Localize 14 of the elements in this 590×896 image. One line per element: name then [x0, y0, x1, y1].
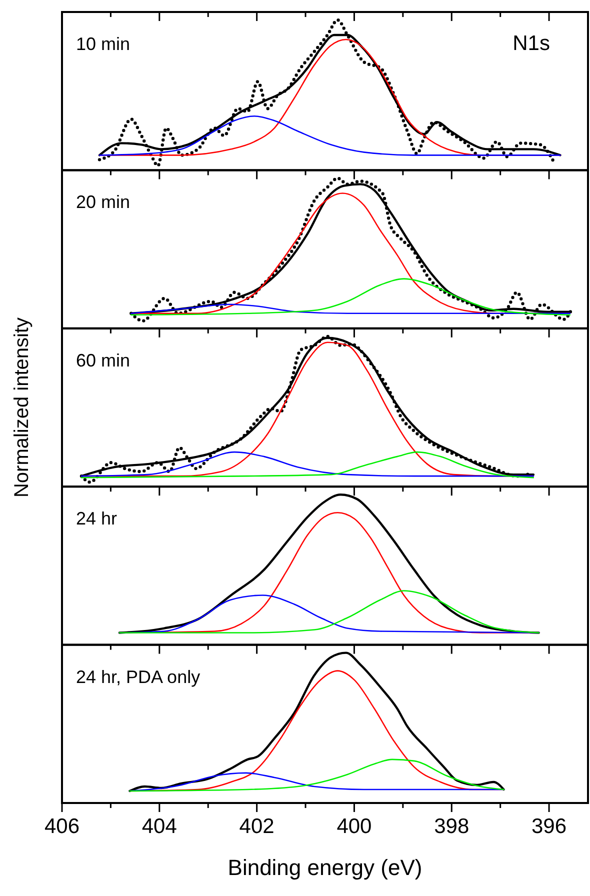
- x-axis-title: Binding energy (eV): [228, 855, 422, 880]
- annotation: 10 min: [76, 34, 130, 54]
- x-tick-label: 404: [142, 815, 178, 838]
- annotation: 60 min: [76, 350, 130, 370]
- x-tick-label: 400: [336, 815, 372, 838]
- annotation: 24 hr: [76, 508, 118, 529]
- x-tick-label: 406: [44, 815, 80, 838]
- annotation: 24 hr, PDA only: [76, 666, 200, 687]
- annotation: 20 min: [76, 192, 130, 212]
- x-tick-label: 396: [532, 815, 567, 838]
- x-tick-label: 398: [434, 815, 470, 838]
- annotation: N1s: [512, 32, 550, 55]
- x-tick-label: 402: [239, 815, 274, 838]
- y-axis-title: Normalized intensity: [11, 317, 33, 498]
